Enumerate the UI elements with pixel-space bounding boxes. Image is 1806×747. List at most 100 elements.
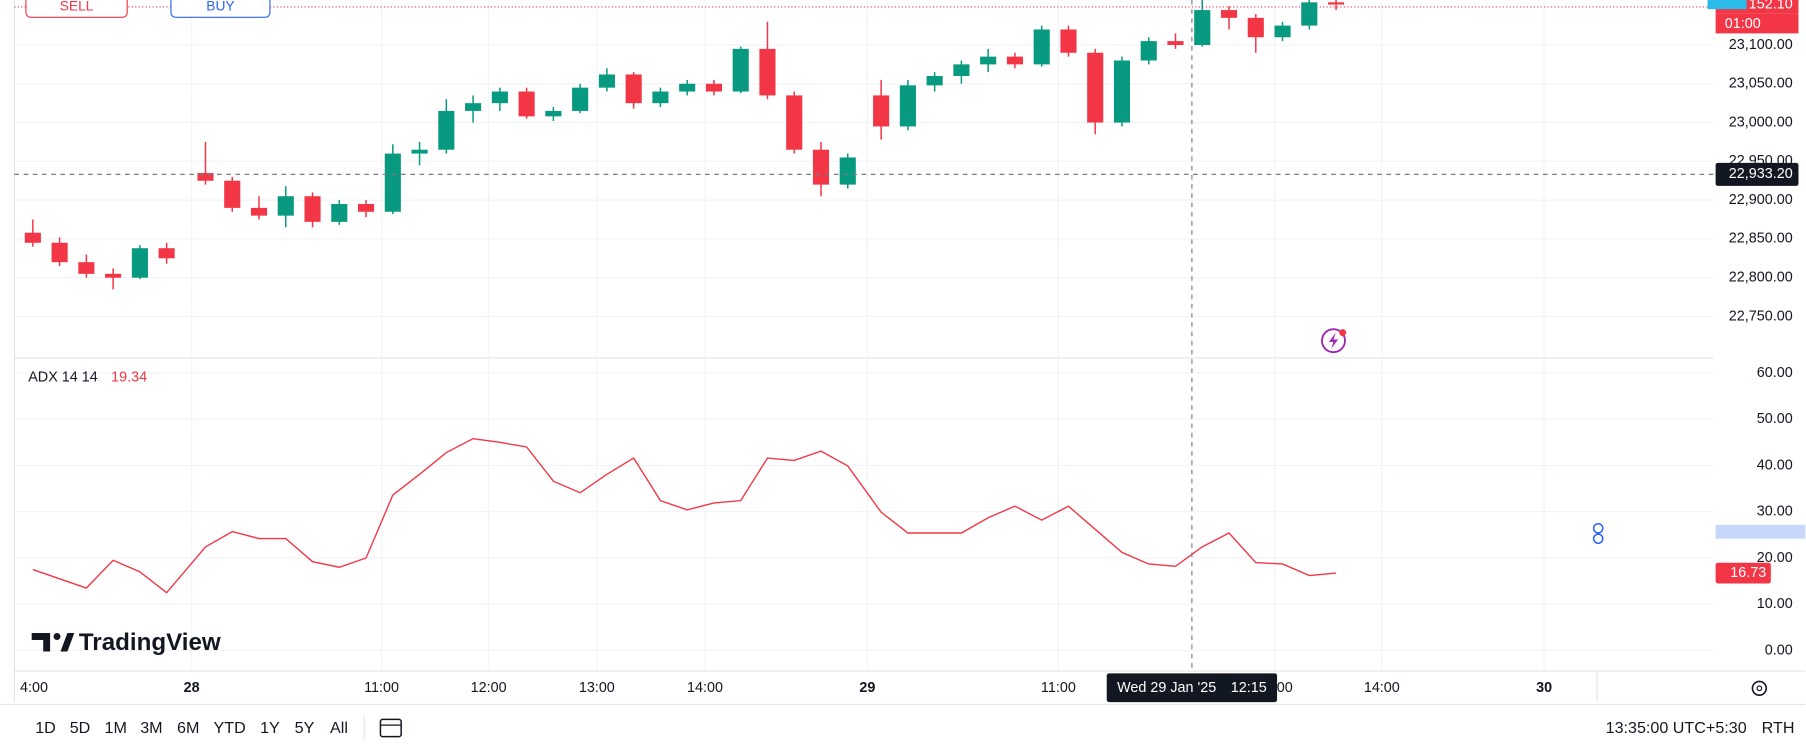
candle-body <box>105 273 122 278</box>
buy-label[interactable]: BUY <box>206 0 234 14</box>
adx-last-box <box>1715 562 1771 584</box>
indicator-title: ADX 14 14 <box>28 369 98 385</box>
alert-icon[interactable] <box>1321 328 1347 354</box>
time-label: 11:00 <box>364 680 399 696</box>
candle-body <box>926 76 943 86</box>
time-label: 14:00 <box>687 680 723 696</box>
range-button[interactable]: 3M <box>140 719 162 737</box>
object-icon-top[interactable] <box>1592 522 1604 534</box>
clock[interactable]: 13:35:00 UTC+5:30 <box>1606 719 1747 737</box>
candle-body <box>131 248 148 278</box>
range-button[interactable]: All <box>330 719 348 737</box>
candle-body <box>491 91 508 104</box>
candle-body <box>732 48 749 92</box>
countdown-box <box>1715 13 1799 34</box>
candle-body <box>158 248 175 259</box>
range-button[interactable]: 1M <box>105 719 127 737</box>
candle-body <box>759 48 776 96</box>
candle-body <box>250 207 268 216</box>
session[interactable]: RTH <box>1762 719 1795 737</box>
candle-body <box>51 242 68 263</box>
crosshair-time-box <box>1106 673 1278 703</box>
object-icon-bottom[interactable] <box>1592 533 1604 545</box>
range-button[interactable]: 6M <box>177 719 199 737</box>
candle-body <box>1247 17 1264 38</box>
axis-highlight <box>1715 524 1806 539</box>
range-button[interactable]: 5Y <box>295 719 315 737</box>
calendar-icon[interactable] <box>379 718 402 738</box>
candle-body <box>331 204 348 222</box>
time-label: 28 <box>184 680 200 696</box>
candle-body <box>277 196 294 216</box>
calendar-body[interactable] <box>379 718 402 738</box>
logo-mark <box>31 633 51 652</box>
candle-body <box>1194 10 1211 45</box>
buy-button[interactable] <box>170 0 271 18</box>
candle-body <box>1220 10 1238 18</box>
candle-body <box>873 95 890 127</box>
candle-body <box>980 56 997 65</box>
candle-body <box>358 204 375 212</box>
candle-body <box>78 262 95 274</box>
price-tag <box>1707 0 1747 10</box>
candle-body <box>598 74 615 88</box>
range-button[interactable]: YTD <box>214 719 246 737</box>
y-tick-label: 20.00 <box>1757 550 1793 566</box>
logo-dot <box>53 633 61 640</box>
alert-bolt[interactable] <box>1328 332 1339 349</box>
y-tick-label: 30.00 <box>1757 504 1793 520</box>
candle-body <box>839 157 856 185</box>
settings-icon[interactable] <box>1751 680 1768 697</box>
candle-body <box>572 87 589 111</box>
logo: TradingView <box>31 629 221 656</box>
candle-body <box>384 153 401 212</box>
candle-body <box>197 172 214 181</box>
candle-body <box>679 83 696 92</box>
candle-body <box>1113 60 1131 123</box>
y-tick-label: 23,100.00 <box>1729 37 1793 53</box>
time-label: 12:00 <box>471 680 507 696</box>
time-label: 4:00 <box>20 680 48 696</box>
object-icon[interactable] <box>1592 522 1604 545</box>
candle-body <box>812 149 830 185</box>
alert-dot[interactable] <box>1339 329 1347 337</box>
candle-body <box>1167 41 1184 45</box>
candle-body <box>1328 2 1345 5</box>
candle-body <box>705 83 723 92</box>
sell-button[interactable] <box>25 0 128 18</box>
time-label: 29 <box>859 680 875 696</box>
crosshair-price-box <box>1715 162 1799 186</box>
range-button[interactable]: 1D <box>35 719 56 737</box>
range-button[interactable]: 5D <box>70 719 91 737</box>
candle-body <box>1274 25 1291 38</box>
alert-ring[interactable] <box>1321 328 1346 354</box>
candle-body <box>1060 29 1077 53</box>
candle-body <box>786 95 803 150</box>
range-button[interactable]: 1Y <box>260 719 280 737</box>
candle-body <box>652 91 669 104</box>
y-tick-label: 22,800.00 <box>1729 269 1793 285</box>
sell-label[interactable]: SELL <box>60 0 94 14</box>
time-label: 30 <box>1536 680 1552 696</box>
candle-body <box>438 110 455 150</box>
candle-body <box>625 74 642 104</box>
candle-body <box>545 110 562 117</box>
y-tick-label: 50.00 <box>1757 411 1793 427</box>
candle-body <box>1006 56 1023 65</box>
watermark: TradingView <box>79 629 221 656</box>
candle-body <box>24 232 41 243</box>
time-label: 13:00 <box>579 680 615 696</box>
candle-body <box>899 85 916 127</box>
crosshair-price-label: 22,933.20 <box>1729 166 1793 182</box>
indicator-value: 19.34 <box>111 369 147 385</box>
y-tick-label: 60.00 <box>1757 365 1793 381</box>
y-tick-label: 23,000.00 <box>1729 114 1793 130</box>
settings-icon-center[interactable] <box>1756 685 1763 692</box>
last-price-label: 152.10 <box>1749 0 1793 12</box>
candle-body <box>304 196 321 222</box>
candle-body <box>411 149 428 154</box>
y-tick-label: 22,750.00 <box>1729 308 1793 324</box>
candle-body <box>465 103 482 111</box>
